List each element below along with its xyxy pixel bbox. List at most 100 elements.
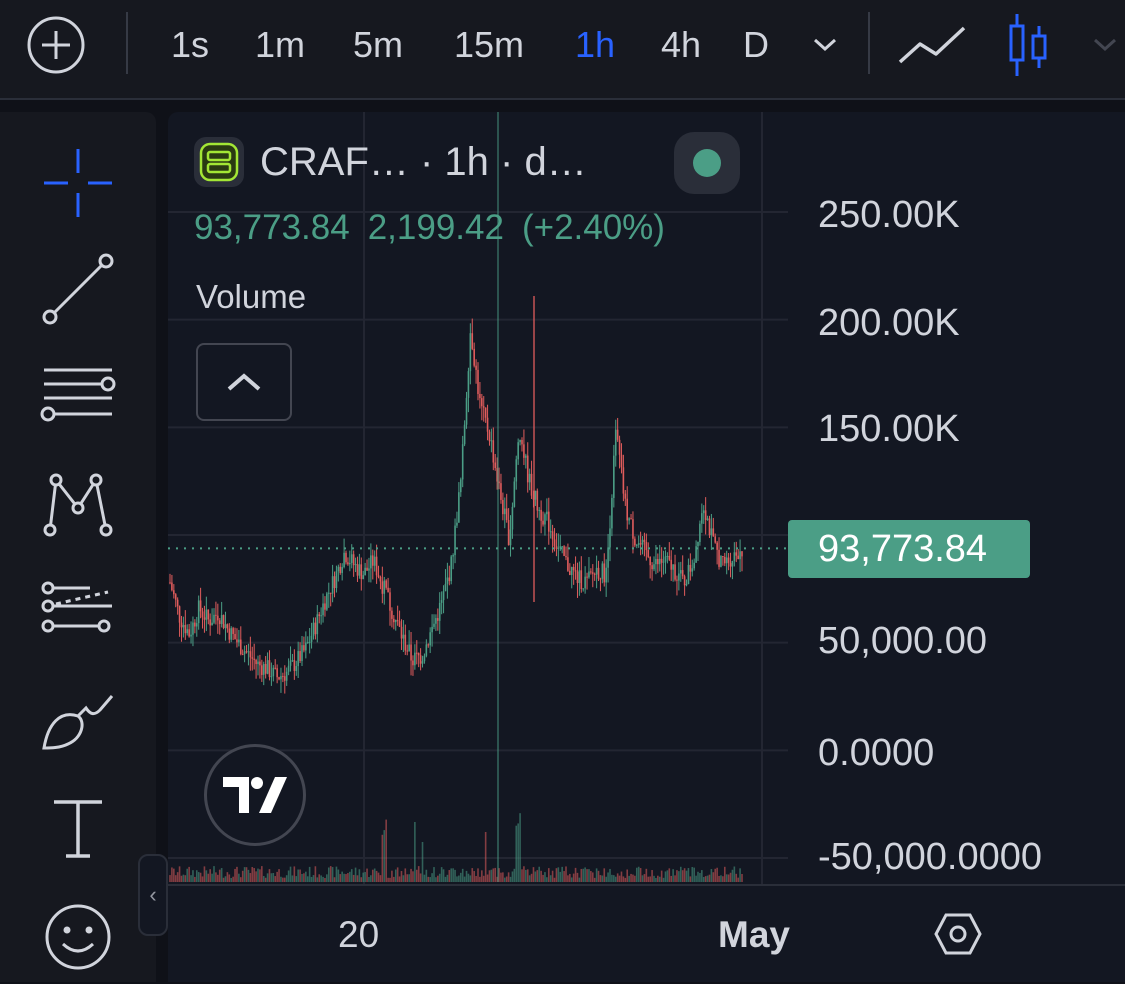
candle-body: [653, 564, 655, 570]
time-tick: 20: [338, 914, 380, 955]
timeframe-1s[interactable]: 1s: [170, 24, 210, 65]
candle-body: [408, 644, 410, 652]
volume-bar: [310, 876, 313, 882]
candle-body: [389, 592, 391, 611]
crosshair-tool[interactable]: [30, 140, 126, 226]
volume-bar: [479, 876, 481, 882]
pattern-tool[interactable]: [30, 462, 126, 548]
volume-bar: [714, 868, 717, 882]
collapse-toolbar-button[interactable]: ‹: [138, 854, 168, 936]
volume-bar: [720, 875, 722, 882]
candle-body: [224, 624, 227, 628]
volume-bar: [370, 875, 372, 882]
price-tick: 200.00K: [818, 302, 960, 344]
volume-bar: [565, 866, 567, 882]
candle-body: [326, 593, 328, 610]
candle-body: [425, 644, 428, 656]
line-chart-button[interactable]: [892, 0, 972, 90]
volume-bar: [624, 877, 627, 882]
symbol-title[interactable]: CRAF… · 1h · d…: [260, 139, 587, 184]
volume-bar: [542, 874, 544, 882]
candle-body: [438, 602, 441, 621]
volume-bar: [580, 868, 583, 882]
candlestick-chart-button[interactable]: [996, 0, 1060, 90]
volume-bar: [287, 870, 290, 882]
volume-bar: [393, 876, 395, 882]
volume-bar: [255, 871, 257, 882]
price-tick: 150.00K: [818, 408, 960, 450]
candle-body: [245, 651, 248, 653]
volume-indicator-label[interactable]: Volume: [196, 278, 307, 315]
candle-body: [370, 555, 372, 569]
timeframe-D[interactable]: D: [743, 24, 769, 65]
volume-bar: [519, 813, 521, 882]
candle-body: [287, 665, 290, 672]
collapse-legend-button[interactable]: [196, 343, 292, 421]
volume-bar: [664, 871, 667, 882]
text-tool[interactable]: [30, 786, 126, 872]
volume-bar: [404, 868, 407, 882]
volume-bar: [570, 877, 573, 882]
candle-body: [354, 564, 357, 566]
candle-body: [643, 539, 646, 543]
price-axis[interactable]: 250.00K 200.00K 150.00K 50,000.00 0.0000…: [788, 112, 1125, 884]
volume-bar: [306, 876, 309, 882]
volume-bar: [331, 867, 334, 882]
volume-bar: [515, 825, 518, 882]
volume-bar: [427, 876, 430, 882]
volume-bar: [681, 870, 684, 882]
timeframe-1m[interactable]: 1m: [254, 24, 305, 65]
timeframe-4h[interactable]: 4h: [660, 24, 702, 65]
tradingview-logo[interactable]: [204, 744, 306, 846]
add-symbol-button[interactable]: [18, 0, 94, 90]
volume-bar: [333, 877, 336, 882]
market-status-button[interactable]: [674, 132, 740, 194]
candle-body: [486, 417, 489, 432]
symbol-logo[interactable]: [194, 137, 244, 187]
volume-bar: [412, 871, 414, 882]
volume-bar: [500, 872, 502, 882]
more-timeframes-button[interactable]: [800, 0, 850, 90]
timeframe-5m[interactable]: 5m: [352, 24, 403, 65]
trend-line-tool[interactable]: [30, 246, 126, 332]
candle-body: [530, 473, 533, 496]
emoji-tool[interactable]: [30, 894, 126, 980]
candle-body: [628, 518, 630, 521]
volume-bar: [408, 874, 410, 882]
candle-body: [410, 644, 412, 661]
timeframe-15m[interactable]: 15m: [453, 24, 525, 65]
volume-bar: [576, 872, 579, 882]
candle-body: [616, 429, 619, 440]
brush-tool[interactable]: [30, 678, 126, 764]
chart-settings-button[interactable]: [920, 904, 996, 964]
candle-body: [349, 562, 351, 565]
volume-bar: [402, 875, 405, 882]
candle-body: [234, 633, 236, 640]
forecast-tool[interactable]: [30, 570, 126, 656]
volume-bar: [699, 872, 701, 882]
volume-bar: [215, 872, 217, 882]
candle-body: [419, 655, 422, 664]
candle-body: [320, 615, 322, 617]
trend-line-icon: [42, 253, 114, 325]
volume-bar: [383, 830, 386, 882]
volume-bar: [253, 868, 255, 882]
fib-retracement-tool[interactable]: [30, 354, 126, 440]
candle-body: [345, 552, 347, 563]
candle-body: [695, 546, 697, 563]
chart-pane[interactable]: CRAF… · 1h · d… 93,773.84 2,199.42 (+2.40%…: [168, 112, 1125, 982]
time-axis[interactable]: 20 May: [168, 884, 790, 984]
volume-bar: [226, 872, 229, 882]
candle-body: [176, 599, 179, 607]
volume-bar: [176, 872, 179, 882]
volume-bar: [308, 866, 311, 882]
fib-lines-icon: [40, 368, 116, 422]
candle-body: [331, 576, 334, 594]
volume-bar: [169, 875, 171, 882]
candle-body: [567, 557, 569, 571]
volume-bar: [498, 868, 500, 882]
chart-type-dropdown[interactable]: [1084, 0, 1125, 90]
timeframe-1h[interactable]: 1h: [574, 24, 616, 65]
candle-body: [494, 462, 497, 469]
candle-body: [542, 520, 544, 525]
